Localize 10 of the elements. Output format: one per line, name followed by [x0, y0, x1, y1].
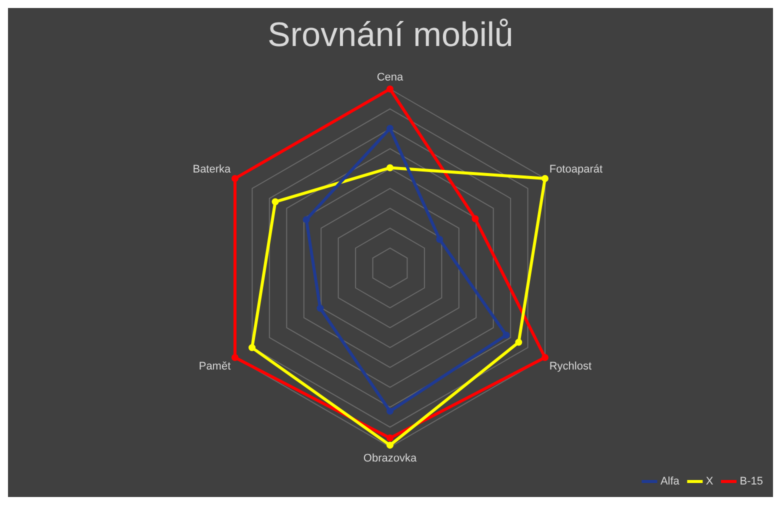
chart-title: Srovnání mobilů — [268, 16, 514, 54]
spoke-label: Pamět — [198, 360, 231, 373]
spoke-label: Fotoaparát — [549, 163, 603, 176]
legend-label: B-15 — [740, 476, 764, 488]
legend-label: Alfa — [660, 476, 680, 488]
spoke-label: Baterka — [192, 163, 232, 176]
legend-label: X — [706, 476, 714, 488]
spoke-label: Cena — [376, 71, 404, 84]
spoke-label: Rychlost — [549, 360, 592, 373]
spoke-label: Obrazovka — [363, 452, 418, 465]
